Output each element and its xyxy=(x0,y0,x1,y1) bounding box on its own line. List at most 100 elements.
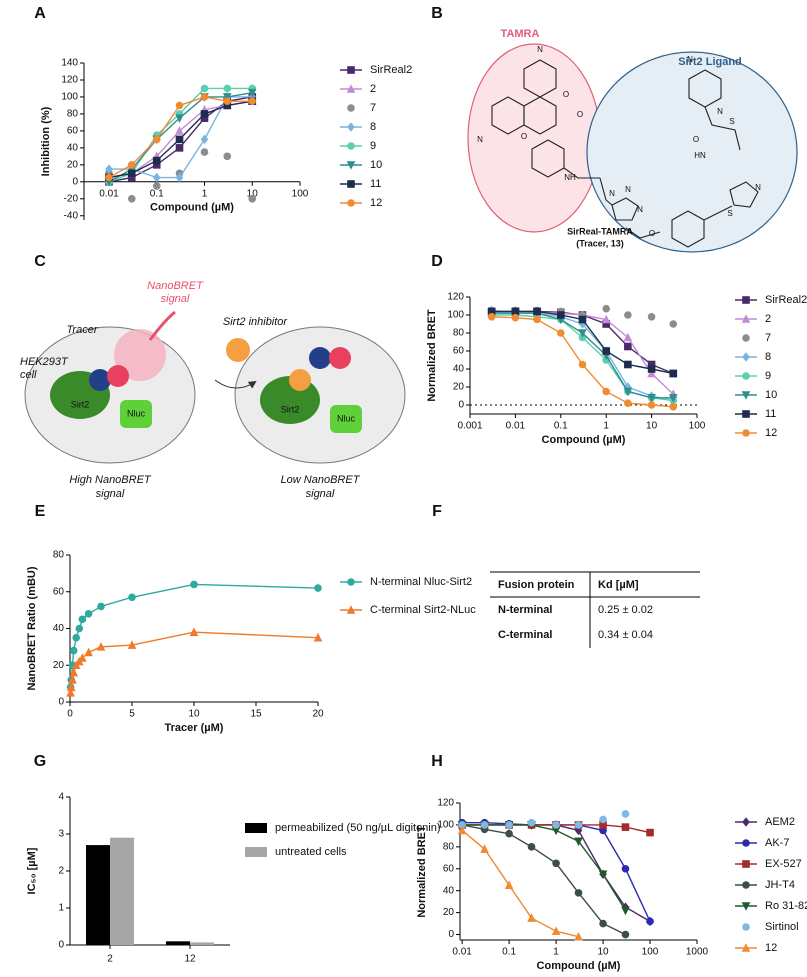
state-label: signal xyxy=(306,488,335,500)
tracer-blue xyxy=(89,369,111,391)
table-cell: C-terminal xyxy=(498,629,552,641)
marker xyxy=(578,329,587,338)
legend-label: 12 xyxy=(370,197,382,209)
marker xyxy=(741,391,751,400)
y-tick-label: 20 xyxy=(443,907,455,918)
marker xyxy=(742,296,750,304)
marker xyxy=(127,169,136,178)
x-axis-label: Compound (µM) xyxy=(150,202,234,214)
marker xyxy=(347,122,355,132)
y-tick-label: -20 xyxy=(64,193,79,204)
arrow xyxy=(214,379,257,389)
inhibitor-label: Sirt2 inhibitor xyxy=(223,316,289,328)
marker xyxy=(598,870,608,880)
marker xyxy=(346,84,356,93)
y-tick-label: 140 xyxy=(61,58,78,69)
legend-label: SirReal2 xyxy=(370,64,412,76)
marker xyxy=(347,199,355,207)
marker xyxy=(84,610,93,618)
bar xyxy=(86,845,110,945)
legend-label: Ro 31-8220 xyxy=(765,900,807,912)
marker xyxy=(200,134,209,145)
marker xyxy=(742,429,750,437)
ligand-region xyxy=(586,51,798,253)
tracer-red xyxy=(107,365,129,387)
marker xyxy=(458,821,466,829)
atom-label: S xyxy=(729,117,734,126)
marker xyxy=(152,182,161,190)
legend-label: permeabilized (50 ng/µL digitonin) xyxy=(275,822,441,834)
atom-label: N xyxy=(477,135,483,144)
marker xyxy=(647,394,656,403)
marker xyxy=(223,152,232,161)
y-tick-label: 80 xyxy=(443,841,455,852)
legend-label: 2 xyxy=(370,83,376,95)
marker xyxy=(533,307,541,316)
atom-label: N xyxy=(637,205,643,214)
marker xyxy=(742,410,750,418)
marker xyxy=(527,818,536,827)
legend-label: 9 xyxy=(370,140,376,152)
x-tick-label: 10 xyxy=(646,421,658,432)
marker xyxy=(152,172,161,183)
marker xyxy=(621,906,630,916)
marker xyxy=(578,360,587,369)
marker xyxy=(200,84,209,93)
marker xyxy=(66,682,76,692)
y-tick-label: 60 xyxy=(53,586,65,597)
marker xyxy=(152,161,161,169)
x-tick-label: 1000 xyxy=(686,947,709,958)
marker xyxy=(78,653,87,662)
legend-label: 11 xyxy=(765,408,776,420)
marker xyxy=(621,930,630,939)
marker xyxy=(527,843,536,851)
y-tick-label: 100 xyxy=(437,820,454,831)
marker xyxy=(511,307,520,316)
marker xyxy=(599,815,607,824)
marker xyxy=(504,880,514,889)
y-tick-label: 1 xyxy=(58,903,64,914)
tracer-blue xyxy=(309,347,331,369)
x-tick-label: 10 xyxy=(597,947,609,958)
legend-swatch xyxy=(245,823,267,833)
y-tick-label: 60 xyxy=(443,863,455,874)
marker xyxy=(347,578,355,586)
y-tick-label: 0 xyxy=(72,176,78,187)
marker xyxy=(511,313,520,322)
marker xyxy=(574,931,583,941)
x-tick-label: 100 xyxy=(689,421,706,432)
marker xyxy=(742,881,750,889)
caption: (Tracer, 13) xyxy=(576,238,624,248)
marker xyxy=(601,314,611,324)
x-tick-label: 100 xyxy=(292,188,309,199)
legend-label: 12 xyxy=(765,942,777,954)
marker xyxy=(66,688,75,697)
legend-label: 2 xyxy=(765,313,771,325)
x-axis-label: Tracer (µM) xyxy=(165,722,224,734)
protein-label: Sirt2 xyxy=(71,399,90,409)
x-tick-label: 0.01 xyxy=(99,188,119,199)
marker xyxy=(175,144,184,152)
atom-label: N xyxy=(609,189,615,198)
marker xyxy=(487,307,496,316)
x-tick-label: 1 xyxy=(202,188,208,199)
marker xyxy=(127,173,136,182)
series-line xyxy=(461,829,579,938)
y-axis-label: IC₅₀ [µM] xyxy=(26,847,38,894)
structure xyxy=(491,59,759,248)
marker xyxy=(647,313,656,321)
marker xyxy=(742,860,750,868)
marker xyxy=(152,135,161,144)
legend-label: 10 xyxy=(370,159,382,171)
x-tick-label: 100 xyxy=(642,947,659,958)
marker xyxy=(189,627,199,636)
marker xyxy=(599,919,607,928)
marker xyxy=(105,173,113,182)
marker xyxy=(742,839,750,847)
x-tick-label: 20 xyxy=(312,709,324,720)
y-axis-label: Normalized BRET xyxy=(416,825,428,918)
y-tick-label: 0 xyxy=(58,697,64,708)
legend-label: N-terminal Nluc-Sirt2 xyxy=(370,576,472,588)
marker xyxy=(347,142,355,150)
